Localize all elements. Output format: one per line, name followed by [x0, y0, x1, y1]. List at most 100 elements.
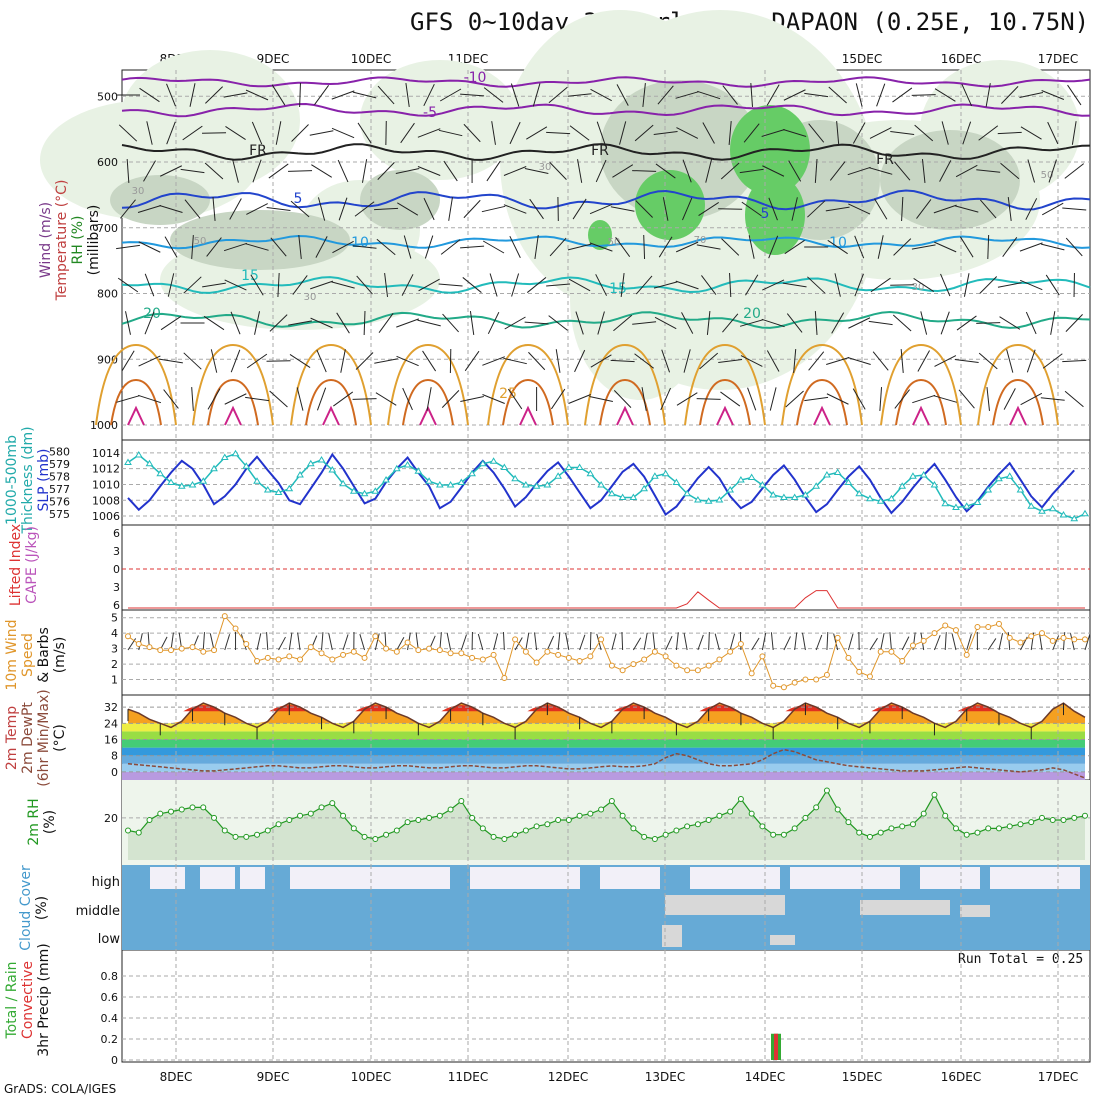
upper-wind-barb — [894, 389, 910, 409]
upper-wind-barb — [834, 273, 841, 297]
upper-wind-barb — [912, 394, 936, 404]
temp-tick: 24 — [104, 717, 118, 730]
wind-barb — [933, 635, 941, 651]
rh-point — [555, 817, 562, 823]
thickness-point — [1081, 509, 1089, 517]
hot-contour — [519, 405, 537, 426]
upper-wind-barb — [634, 124, 654, 142]
upper-wind-barb — [658, 236, 673, 258]
upper-wind-barb — [532, 83, 541, 107]
upper-wind-barb — [696, 398, 721, 400]
thickness-tick: 579 — [49, 458, 70, 471]
upper-wind-barb — [807, 276, 826, 294]
upper-wind-barb — [316, 387, 327, 411]
upper-wind-barb — [979, 199, 997, 219]
thickness-point — [263, 486, 272, 493]
rh-point — [533, 823, 540, 830]
upper-wind-barb — [893, 238, 912, 256]
thickness-point — [317, 456, 326, 463]
upper-wind-barb — [653, 281, 678, 289]
upper-wind-barb — [987, 234, 990, 260]
upper-wind-barb — [1042, 202, 1064, 216]
wind-barb — [611, 633, 617, 651]
upper-wind-barb — [874, 198, 888, 220]
thickness-point — [543, 481, 552, 488]
panel-frame — [121, 949, 1091, 1063]
upper-wind-barb — [205, 86, 224, 104]
upper-wind-barb — [836, 121, 840, 145]
wind-tick: 3 — [111, 643, 118, 656]
upper-panel-label-line: RH (%) — [70, 216, 86, 265]
wind-barb — [966, 633, 972, 651]
upper-wind-barb — [654, 316, 677, 330]
rh-point — [415, 817, 422, 823]
rh-point — [221, 827, 228, 834]
upper-wind-barb — [933, 395, 957, 403]
rh-point — [146, 817, 153, 823]
upper-wind-barb — [954, 359, 979, 363]
upper-wind-barb — [448, 197, 453, 221]
upper-wind-barb — [855, 83, 863, 107]
upper-wind-barb — [314, 84, 330, 106]
wind-speed-point — [329, 656, 336, 663]
upper-wind-barb — [698, 202, 719, 216]
wind-speed-point — [168, 647, 175, 654]
upper-wind-barb — [210, 349, 218, 373]
wind-barb — [240, 634, 247, 651]
upper-wind-barb — [1047, 121, 1059, 145]
upper-wind-barb — [167, 273, 175, 297]
wind-speed-point — [447, 650, 454, 657]
rh-point — [684, 823, 691, 830]
rh-point — [931, 791, 938, 798]
upper-wind-barb — [612, 164, 634, 178]
upper-wind-barb — [1001, 86, 1019, 104]
cloud-level-label: high — [92, 875, 120, 890]
footer-credit: GrADS: COLA/IGES — [4, 1082, 117, 1096]
wind-tick: 4 — [111, 627, 118, 640]
hot-contour — [419, 405, 437, 426]
upper-wind-barb — [782, 282, 807, 288]
rh-point — [490, 833, 497, 840]
upper-wind-barb — [460, 245, 485, 249]
upper-wind-barb — [180, 168, 205, 174]
upper-wind-barb — [246, 203, 268, 215]
rh-point — [899, 823, 906, 830]
upper-wind-barb — [706, 311, 711, 335]
rh-point — [383, 831, 390, 838]
thickness-point — [274, 488, 283, 495]
cloud-gap-high — [200, 867, 235, 889]
upper-wind-barb — [482, 356, 505, 366]
temp-tick: 32 — [104, 701, 118, 714]
rh-shade-light — [120, 50, 300, 190]
rh-point — [1038, 814, 1045, 821]
temp-panel-label-line: 2m DewPt — [20, 702, 36, 774]
upper-wind-barb — [762, 279, 785, 291]
wind-speed-point — [856, 668, 863, 675]
wind-speed-point — [415, 647, 422, 654]
upper-panel-label-line: Temperature (°C) — [54, 180, 70, 302]
thickness-point — [812, 482, 821, 489]
rh-point — [877, 829, 884, 836]
wind-speed-point — [458, 650, 465, 657]
temp-tick: 8 — [111, 750, 118, 763]
thickness-point — [1016, 486, 1025, 493]
upper-wind-barb — [595, 274, 608, 296]
thickness-point — [930, 481, 939, 488]
upper-wind-barb — [183, 276, 202, 294]
thickness-point — [694, 496, 702, 503]
contour-label: FR — [591, 143, 609, 159]
temp-band — [122, 755, 1085, 764]
dewpoint-line — [127, 748, 1086, 779]
date-label-bottom: 12DEC — [548, 1070, 588, 1084]
upper-wind-barb — [917, 350, 930, 372]
wind-speed-point — [275, 656, 282, 663]
upper-wind-barb — [976, 322, 1001, 324]
temperature-contour — [121, 310, 1091, 329]
rh-point — [619, 812, 626, 819]
upper-wind-barb — [642, 83, 646, 107]
wind-speed-point — [899, 658, 906, 664]
thickness-point — [532, 482, 541, 489]
upper-wind-barb — [1027, 159, 1036, 183]
upper-wind-barb — [204, 162, 224, 180]
thickness-point — [919, 471, 928, 478]
